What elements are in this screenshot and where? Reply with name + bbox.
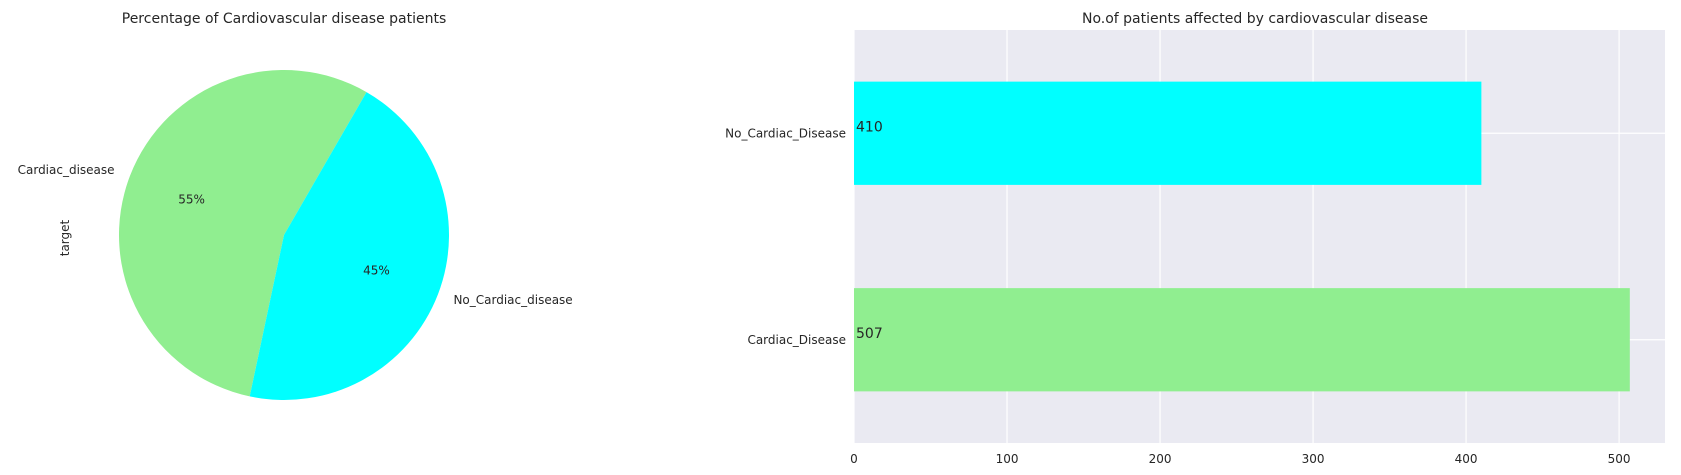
bar-value-label: 410 — [856, 119, 883, 135]
bar-marks: 410 507 — [854, 81, 1630, 392]
pie-slice-percent-label: 45% — [363, 263, 390, 277]
pie-slices: 55% Cardiac_disease 45% No_Cardiac_disease — [18, 69, 573, 401]
bar-x-tick-label: 0 — [850, 452, 858, 466]
pie-slice-percent-label: 55% — [178, 193, 205, 207]
bar-x-tick-label: 100 — [996, 452, 1019, 466]
pie-chart-ylabel: target — [58, 219, 72, 256]
bar-chart-title: No.of patients affected by cardiovascula… — [1082, 11, 1428, 27]
bar-x-tick-label: 400 — [1455, 452, 1478, 466]
bar — [854, 288, 1630, 392]
bar-x-tick-label: 300 — [1302, 452, 1325, 466]
pie-chart: Percentage of Cardiovascular disease pat… — [18, 11, 573, 401]
pie-slice — [249, 92, 449, 401]
pie-slice-label: No_Cardiac_disease — [453, 293, 572, 307]
bar-x-tick-label: 200 — [1149, 452, 1172, 466]
bar-x-tick-label: 500 — [1608, 452, 1631, 466]
pie-chart-title: Percentage of Cardiovascular disease pat… — [122, 11, 447, 27]
pie-slice-label: Cardiac_disease — [18, 163, 115, 177]
bar — [854, 81, 1482, 185]
bar-category-labels: No_Cardiac_Disease Cardiac_Disease — [725, 126, 846, 347]
bar-value-label: 507 — [856, 326, 883, 342]
bar-x-tick-labels: 0 100 200 300 400 500 — [850, 452, 1630, 466]
bar-category-label: No_Cardiac_Disease — [725, 126, 846, 140]
bar-chart: No.of patients affected by cardiovascula… — [725, 11, 1665, 466]
bar-category-label: Cardiac_Disease — [747, 333, 846, 347]
pie-slice — [118, 69, 367, 397]
